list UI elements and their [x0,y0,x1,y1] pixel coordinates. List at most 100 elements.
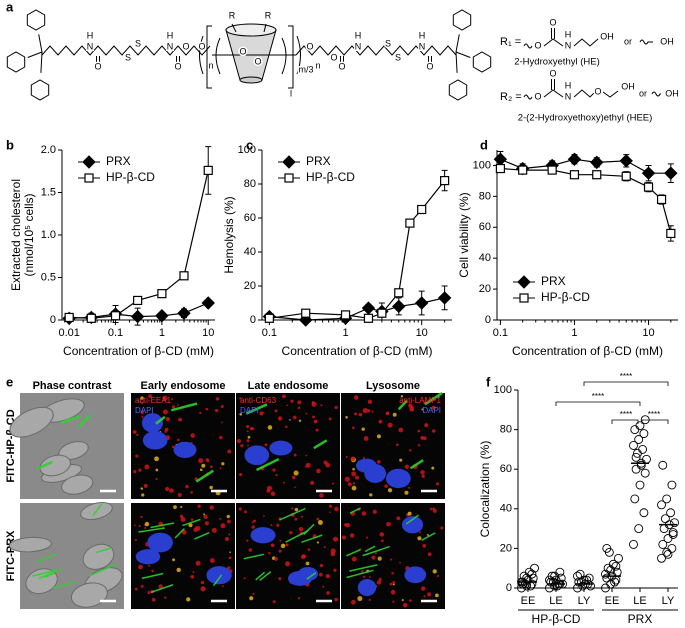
atom-label: O [426,61,433,71]
legend-label: PRX [106,154,131,168]
stain-dot [220,404,224,409]
stain-dot [379,532,385,537]
stain-dot [436,574,440,578]
stain-dot [419,531,422,534]
stain-dot [188,523,193,528]
atom-label: N [419,41,426,51]
group-label: PRX [628,612,653,626]
fitc-signal [182,518,201,527]
stain-dot [305,462,311,468]
data-point [634,435,644,444]
significance-label: **** [648,410,660,419]
y-tick-label: 100 [238,144,256,156]
fitc-signal [170,402,198,412]
stain-dot [262,515,265,517]
bracket [296,35,301,75]
stain-dot [362,457,365,460]
stain-dot [243,577,246,580]
stain-dot [229,551,231,554]
stain-dot [323,545,326,548]
atom-label: O [338,61,345,71]
row-label: FITC-PRX [5,530,17,581]
marker-diamond [437,291,452,305]
fitc-signal [397,399,408,411]
atom-label: H [419,30,426,40]
data-point [608,559,618,569]
data-point [630,494,640,504]
stain-dot [368,576,371,579]
data-point [670,518,679,528]
marker-diamond [619,154,633,168]
stain-dot [297,597,300,600]
stain-dot [221,462,225,466]
stain-dot [190,518,194,521]
bond [38,34,43,53]
atom-label: OH [621,81,635,91]
x-tick-label: 1 [342,327,348,339]
significance-bracket [555,401,641,406]
data-point [667,543,677,553]
y-tick-label: 60 [479,221,491,233]
stain-dot [280,543,286,549]
stain-dot [294,507,299,512]
nucleus [357,579,377,596]
stain-dot [440,526,444,530]
chain-left [41,45,211,56]
fitc-signal [306,572,317,580]
significance-bracket [611,419,639,424]
stain-dot [148,564,151,567]
stain-dot [209,505,214,510]
stain-dot [158,584,164,589]
fitc-signal [32,569,56,577]
marker-square [518,165,528,175]
data-point [639,508,649,518]
data-point [658,460,668,470]
stain-dot [389,558,393,561]
stain-dot [201,463,206,468]
stain-dot [272,600,276,604]
micrograph [236,393,340,499]
atom-label: S [135,38,141,48]
phenyl-ring [472,51,492,73]
y-axis-title: (nmol/10⁵ cells) [22,193,36,276]
data-point [642,454,651,464]
y-tick-label: 20 [500,542,512,554]
stain-dot [366,409,371,413]
fitc-signal [212,574,223,587]
stain-dot [334,405,338,410]
y-tick-label: 0 [506,582,512,594]
bond [455,51,458,73]
stain-dot [276,523,280,527]
stain-dot [224,536,230,542]
marker-diamond [664,166,678,180]
stain-dot [312,415,315,419]
stain-dot [313,419,318,424]
nucleus [364,464,387,483]
marker-diamond [414,296,429,310]
stain-dot [378,577,382,581]
stain-dot [409,449,412,452]
fitc-signal [424,391,443,406]
stain-label: anti-EEA1 [135,396,172,405]
stain-dot [148,394,153,399]
y-axis-title: Extracted cholesterol [9,179,23,291]
stain-dot [219,517,222,520]
y-tick-label: 2.0 [41,144,56,156]
atom-label: H [167,30,174,40]
series-line [269,180,446,319]
y-tick-label: 0 [50,314,56,326]
y-tick-label: 40 [244,246,256,258]
fitc-signal [245,403,268,415]
stain-label: DAPI [422,406,441,415]
stain-label: DAPI [135,406,154,415]
stain-dot [293,470,299,476]
x-tick-label: LE [633,595,646,607]
stain-dot [328,417,332,421]
stain-dot [140,515,143,519]
stain-dot [141,416,144,419]
marker-diamond [517,275,531,289]
stain-dot [205,458,210,462]
stain-dot [386,521,391,527]
wavy-bond [523,94,533,100]
